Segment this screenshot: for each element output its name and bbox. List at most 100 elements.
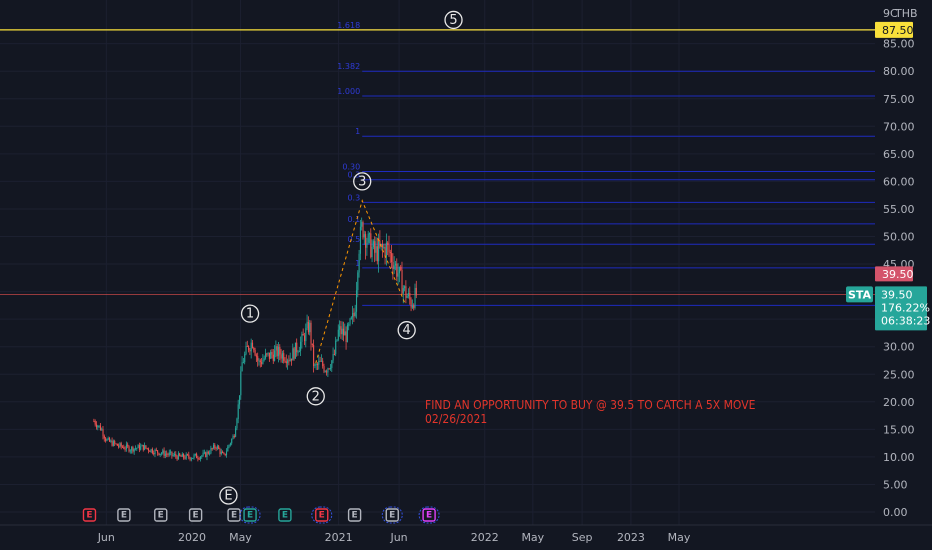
candle-body bbox=[345, 331, 347, 343]
candle-body bbox=[354, 311, 356, 317]
candle-body bbox=[340, 326, 342, 335]
candle-body bbox=[326, 371, 328, 373]
wave-label-2: 2 bbox=[306, 387, 325, 406]
fib-level-label: 1 bbox=[355, 127, 360, 136]
fib-level-label: 1.382 bbox=[337, 62, 360, 71]
time-axis[interactable]: Jun 2020 May 2021 Jun 2022 May Sep 2023 May bbox=[0, 524, 932, 544]
candle-body bbox=[253, 347, 255, 351]
candle-body bbox=[245, 346, 247, 355]
candle-body bbox=[306, 321, 308, 329]
candle-body bbox=[189, 457, 191, 460]
y-tick-label: 10.00 bbox=[883, 451, 915, 464]
earnings-marker[interactable]: E bbox=[381, 506, 403, 524]
candle-body bbox=[320, 360, 322, 362]
candle-body bbox=[232, 435, 234, 440]
fib-level-label: 1 bbox=[355, 259, 360, 268]
wave-label-circle bbox=[219, 486, 238, 505]
candle-body bbox=[266, 353, 268, 355]
fib-level-label: 1.618 bbox=[337, 21, 360, 30]
fib-level-label: 0.3 bbox=[347, 193, 360, 202]
earnings-marker[interactable]: E bbox=[278, 508, 292, 522]
candle-body bbox=[279, 346, 281, 355]
earnings-marker[interactable]: E bbox=[82, 508, 97, 522]
candle-body bbox=[118, 445, 120, 447]
candle-body bbox=[300, 341, 302, 351]
candle-body bbox=[413, 305, 415, 308]
candle-body bbox=[357, 272, 359, 291]
note-line-2: 02/26/2021 bbox=[425, 412, 487, 426]
candle-body bbox=[175, 454, 177, 457]
x-tick-label: May bbox=[668, 531, 691, 544]
last-price-tag-text: 39.50 bbox=[882, 268, 914, 281]
earnings-marker[interactable]: E bbox=[347, 508, 362, 522]
candle-body bbox=[400, 266, 402, 270]
candle-body bbox=[407, 293, 410, 297]
candle-body bbox=[276, 346, 278, 357]
wave-label-1: 1 bbox=[240, 304, 260, 323]
candle-body bbox=[150, 449, 152, 452]
candle-body bbox=[397, 273, 399, 277]
candle-body bbox=[160, 453, 163, 455]
earnings-marker[interactable]: E bbox=[117, 508, 131, 522]
candle-body bbox=[339, 326, 341, 330]
candle-body bbox=[107, 438, 109, 440]
candle-body bbox=[219, 448, 221, 454]
wave-label-text: 3 bbox=[358, 174, 366, 189]
candle-body bbox=[302, 333, 304, 336]
candle-body bbox=[97, 426, 99, 428]
x-tick-label: May bbox=[521, 531, 544, 544]
y-tick-label: 85.00 bbox=[883, 38, 915, 51]
candle-body bbox=[246, 346, 248, 348]
candle-body bbox=[337, 329, 339, 340]
candle-body bbox=[268, 352, 270, 359]
wave-label-text: 4 bbox=[403, 323, 411, 338]
candle-body bbox=[323, 366, 325, 372]
candle-body bbox=[262, 359, 264, 364]
candle-body bbox=[352, 312, 354, 318]
candle-body bbox=[305, 328, 307, 342]
candle-body bbox=[298, 350, 300, 353]
candle-body bbox=[220, 451, 222, 454]
candle-body bbox=[103, 435, 105, 439]
candle-body bbox=[131, 446, 133, 451]
candle-body bbox=[314, 364, 316, 366]
earnings-marker[interactable]: E bbox=[188, 508, 203, 522]
candle-body bbox=[93, 421, 95, 423]
price-axis[interactable]: 9C THB 0.00 5.00 10.00 15.00 20.00 25.00 30.00… bbox=[875, 0, 932, 525]
y-tick-label: 5.00 bbox=[883, 478, 908, 491]
candle-body bbox=[284, 360, 286, 362]
candle-body bbox=[112, 441, 114, 446]
earnings-label: E bbox=[193, 511, 199, 521]
candle-body bbox=[116, 443, 118, 446]
candle-body bbox=[324, 371, 326, 373]
candle-body bbox=[365, 234, 367, 248]
earnings-marker[interactable]: E bbox=[311, 506, 333, 524]
y-tick-label: 20.00 bbox=[883, 396, 915, 409]
candle-body bbox=[410, 299, 412, 308]
candle-body bbox=[206, 451, 208, 457]
wave-label-circle bbox=[306, 387, 325, 406]
earnings-marker[interactable]: E bbox=[418, 506, 440, 524]
candle-body bbox=[404, 286, 406, 289]
earnings-marker[interactable]: E bbox=[227, 508, 241, 522]
candle-body bbox=[222, 451, 224, 453]
earnings-label: E bbox=[282, 511, 288, 521]
wave-label-text: 5 bbox=[449, 13, 457, 28]
candle-body bbox=[250, 342, 252, 352]
candle-body bbox=[333, 354, 335, 356]
candle-body bbox=[159, 453, 161, 455]
candle-body bbox=[353, 312, 355, 317]
candle-body bbox=[277, 346, 280, 357]
x-tick-label: 2022 bbox=[471, 531, 499, 544]
earnings-marker[interactable]: E bbox=[239, 506, 261, 524]
earnings-badge bbox=[347, 508, 362, 522]
fib-level-label: 1.000 bbox=[337, 87, 360, 96]
candle-body bbox=[392, 261, 394, 270]
earnings-badge bbox=[154, 508, 168, 522]
earnings-marker[interactable]: E bbox=[154, 508, 168, 522]
price-candles bbox=[93, 217, 417, 462]
candle-body bbox=[233, 435, 235, 437]
candle-body bbox=[409, 293, 411, 300]
